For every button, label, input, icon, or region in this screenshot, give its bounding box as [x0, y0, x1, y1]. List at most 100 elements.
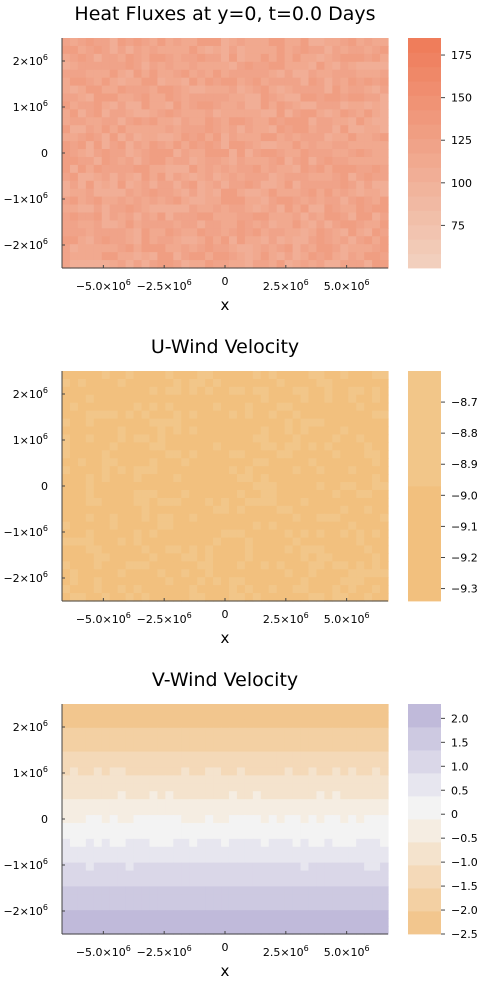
heatmap-cell [372, 838, 381, 848]
heatmap-cell [221, 846, 230, 856]
heatmap-cell [213, 69, 222, 79]
heatmap-cell [69, 775, 79, 784]
heatmap-cell [125, 521, 135, 531]
heatmap-cell [221, 204, 230, 214]
heatmap-cell [205, 394, 214, 404]
heatmap-cell [332, 497, 341, 507]
heatmap-cell [228, 593, 238, 602]
heatmap-cell [221, 918, 230, 927]
heatmap-cell [141, 862, 151, 872]
heatmap-cell [149, 228, 159, 237]
heatmap-cell [133, 926, 143, 935]
heatmap-cell [117, 252, 127, 261]
heatmap-cell [77, 735, 87, 745]
heatmap-cell [77, 85, 87, 95]
heatmap-cell [308, 799, 318, 808]
heatmap-cell [189, 466, 198, 475]
heatmap-cell [252, 402, 262, 412]
heatmap-cell [260, 926, 270, 935]
heatmap-cell [85, 45, 95, 55]
heatmap-cell [364, 537, 373, 547]
heatmap-cell [173, 125, 182, 134]
heatmap-cell [228, 196, 238, 206]
heatmap-cell [221, 894, 230, 903]
heatmap-cell [372, 93, 381, 103]
heatmap-cell [205, 791, 214, 800]
heatmap-cell [244, 45, 254, 55]
heatmap-cell [284, 751, 294, 761]
heatmap-cell [324, 109, 333, 118]
heatmap-cell [141, 886, 151, 895]
heatmap-cell [125, 735, 135, 745]
heatmap-cell [356, 172, 365, 182]
heatmap-cell [292, 164, 302, 174]
heatmap-cell [236, 577, 246, 586]
heatmap-cell [149, 902, 159, 911]
heatmap-cell [133, 386, 143, 396]
heatmap-cell [252, 489, 262, 499]
heatmap-cell [125, 220, 135, 229]
heatmap-cell [205, 902, 214, 911]
heatmap-cell [308, 482, 318, 491]
heatmap-cell [284, 474, 294, 483]
heatmap-cell [348, 93, 357, 103]
heatmap-cell [221, 402, 230, 412]
heatmap-cell [372, 125, 381, 134]
heatmap-cell [364, 164, 373, 174]
heatmap-cell [380, 371, 389, 380]
heatmap-cell [356, 902, 365, 911]
heatmap-cell [316, 85, 325, 95]
heatmap-cell [348, 45, 357, 55]
heatmap-cell [292, 585, 302, 594]
heatmap-cell [165, 870, 174, 880]
heatmap-cell [109, 719, 119, 729]
heatmap-cell [228, 434, 238, 443]
heatmap-cell [157, 545, 166, 555]
heatmap-cell [332, 212, 341, 222]
heatmap-cell [340, 394, 349, 404]
heatmap-cell [141, 101, 151, 110]
heatmap-cell [101, 704, 111, 713]
heatmap-cell [356, 537, 365, 547]
heatmap-cell [197, 69, 206, 79]
heatmap-cell [284, 743, 294, 753]
heatmap-cell [85, 252, 95, 261]
heatmap-cell [292, 815, 302, 824]
heatmap-cell [109, 870, 119, 880]
heatmap-cell [85, 815, 95, 824]
heatmap-cell [181, 902, 190, 911]
heatmap-cell [316, 434, 325, 443]
heatmap-cell [244, 545, 254, 555]
heatmap-cell [364, 434, 373, 443]
heatmap-cell [133, 77, 143, 87]
heatmap-cell [93, 101, 103, 110]
heatmap-cell [308, 854, 318, 864]
heatmap-cell [300, 585, 310, 594]
heatmap-cell [236, 466, 246, 475]
heatmap-cell [316, 489, 325, 499]
heatmap-cell [205, 109, 214, 118]
heatmap-cell [117, 545, 127, 555]
heatmap-cell [165, 394, 174, 404]
heatmap-cell [189, 815, 198, 824]
heatmap-cell [348, 172, 357, 182]
chart-panel-2: U-Wind Velocity−5.0×106 −2.5×106 0 2.5×106 5… [3, 336, 477, 647]
heatmap-cell [101, 244, 111, 253]
heatmap-cell [252, 751, 262, 761]
heatmap-cell [165, 220, 174, 229]
heatmap-cell [276, 807, 286, 816]
heatmap-cell [205, 593, 214, 602]
heatmap-cell [109, 553, 119, 562]
heatmap-cell [173, 434, 182, 443]
heatmap-cell [205, 418, 214, 428]
heatmap-cell [133, 870, 143, 880]
heatmap-cell [173, 371, 182, 380]
heatmap-cell [300, 204, 310, 214]
heatmap-cell [189, 77, 198, 87]
heatmap-cell [117, 759, 127, 769]
heatmap-cell [117, 458, 127, 467]
heatmap-cell [149, 862, 159, 872]
heatmap-cell [332, 870, 341, 880]
heatmap-cell [364, 759, 373, 769]
heatmap-cell [252, 775, 262, 784]
